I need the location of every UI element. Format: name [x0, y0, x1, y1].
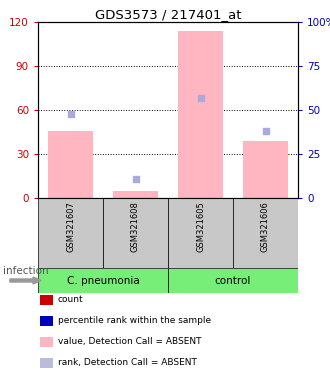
Point	[68, 111, 73, 117]
Text: C. pneumonia: C. pneumonia	[67, 275, 139, 285]
Bar	[243, 141, 288, 198]
Text: control: control	[215, 275, 251, 285]
Bar	[178, 31, 223, 198]
Title: GDS3573 / 217401_at: GDS3573 / 217401_at	[95, 8, 241, 21]
Bar	[113, 191, 158, 198]
Bar	[48, 131, 93, 198]
Bar	[38, 198, 103, 268]
Text: percentile rank within the sample: percentile rank within the sample	[58, 316, 211, 325]
Text: GSM321606: GSM321606	[261, 202, 270, 252]
Bar	[38, 268, 168, 293]
Text: value, Detection Call = ABSENT: value, Detection Call = ABSENT	[58, 338, 201, 346]
Bar	[233, 198, 298, 268]
Point	[198, 94, 203, 101]
Text: count: count	[58, 295, 83, 304]
Text: GSM321608: GSM321608	[131, 202, 140, 252]
Bar	[168, 268, 298, 293]
Bar	[168, 198, 233, 268]
Point	[133, 175, 138, 182]
Text: GSM321607: GSM321607	[66, 202, 75, 252]
Text: GSM321605: GSM321605	[196, 202, 205, 252]
Text: infection: infection	[3, 266, 49, 276]
Point	[263, 128, 268, 134]
Text: rank, Detection Call = ABSENT: rank, Detection Call = ABSENT	[58, 359, 197, 367]
Bar	[103, 198, 168, 268]
